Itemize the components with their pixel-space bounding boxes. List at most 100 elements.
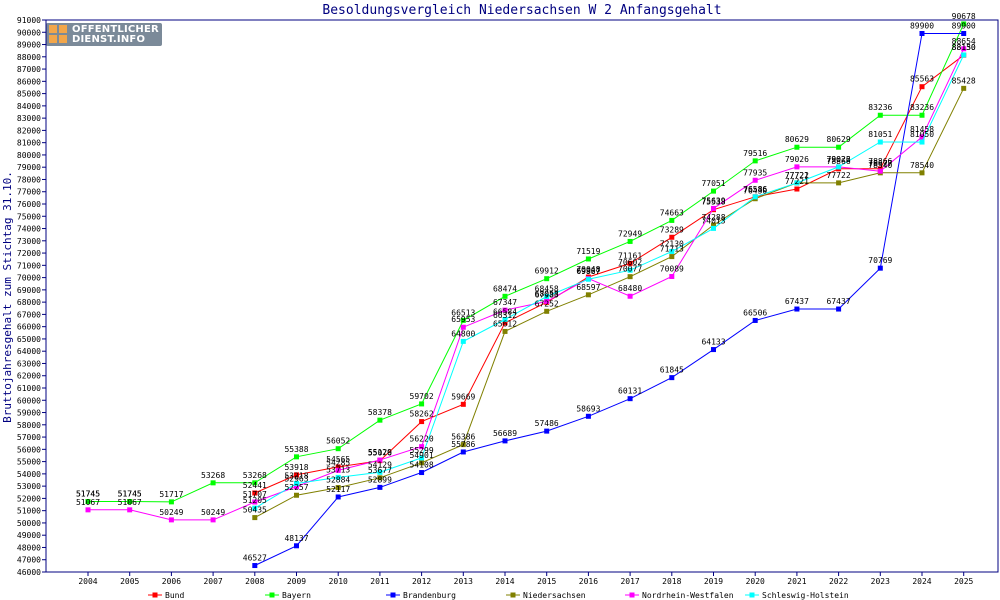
logo-line-1: OFFENTLICHER <box>72 23 159 35</box>
data-point <box>836 144 842 150</box>
series-niedersachsen <box>252 85 967 521</box>
data-label: 52884 <box>326 476 350 485</box>
data-label: 66506 <box>743 308 767 317</box>
data-point <box>919 134 925 140</box>
data-label: 74013 <box>701 216 725 225</box>
data-label: 52441 <box>243 481 267 490</box>
data-label: 74663 <box>660 208 684 217</box>
data-label: 79516 <box>743 149 767 158</box>
data-label: 78866 <box>868 157 892 166</box>
data-label: 79026 <box>827 155 851 164</box>
data-label: 90678 <box>952 12 976 21</box>
y-tick-label: 59000 <box>17 409 41 418</box>
data-label: 70089 <box>660 265 684 274</box>
data-label: 80629 <box>785 135 809 144</box>
y-tick-label: 62000 <box>17 372 41 381</box>
data-label: 58693 <box>576 404 600 413</box>
data-point <box>961 85 967 91</box>
y-tick-label: 50000 <box>17 519 41 528</box>
data-label: 81051 <box>868 130 892 139</box>
y-tick-label: 87000 <box>17 65 41 74</box>
data-point <box>711 188 716 194</box>
data-label: 50249 <box>159 508 183 517</box>
data-point <box>919 139 925 145</box>
data-label: 69912 <box>535 267 559 276</box>
data-point <box>669 254 675 260</box>
y-tick-label: 81000 <box>17 139 41 148</box>
y-tick-label: 54000 <box>17 470 41 479</box>
legend-marker <box>390 592 396 598</box>
data-label: 85428 <box>952 76 976 85</box>
data-label: 58378 <box>368 408 392 417</box>
data-label: 56052 <box>326 437 350 446</box>
data-label: 67437 <box>785 297 809 306</box>
data-point <box>419 460 425 466</box>
data-label: 56689 <box>493 429 517 438</box>
y-tick-label: 83000 <box>17 114 41 123</box>
y-tick-label: 71000 <box>17 261 41 270</box>
data-label: 68058 <box>535 289 559 298</box>
series-line <box>88 48 965 521</box>
data-point <box>294 484 299 490</box>
data-label: 61845 <box>660 366 684 375</box>
data-label: 70602 <box>618 258 642 267</box>
y-tick-label: 90000 <box>17 28 41 37</box>
data-label: 46527 <box>243 554 267 563</box>
data-label: 66513 <box>451 308 475 317</box>
data-point <box>627 396 633 402</box>
y-tick-label: 85000 <box>17 90 41 99</box>
legend-item: Bayern <box>265 591 311 600</box>
y-tick-label: 86000 <box>17 77 41 86</box>
data-label: 77935 <box>743 168 767 177</box>
data-point <box>460 449 466 455</box>
data-point <box>877 112 883 118</box>
data-point <box>669 217 675 223</box>
data-point <box>794 180 800 186</box>
plot-frame <box>45 19 999 573</box>
x-tick-label: 2018 <box>662 577 681 586</box>
data-label: 54129 <box>368 460 392 469</box>
data-point <box>877 168 883 174</box>
data-point <box>419 470 425 476</box>
legend-marker <box>152 592 158 598</box>
data-label: 80629 <box>827 135 851 144</box>
data-point <box>460 442 466 448</box>
data-point <box>502 307 508 313</box>
data-label: 71519 <box>576 247 600 256</box>
data-label: 67437 <box>827 297 851 306</box>
y-tick-label: 91000 <box>17 16 41 25</box>
y-tick-label: 69000 <box>17 286 41 295</box>
data-label: 75538 <box>701 198 725 207</box>
site-logo: OFFENTLICHER DIENST.INFO <box>46 23 162 46</box>
data-point <box>752 317 758 323</box>
y-tick-label: 84000 <box>17 102 41 111</box>
x-tick-label: 2019 <box>704 577 723 586</box>
x-tick-label: 2014 <box>495 577 514 586</box>
data-label: 78866 <box>827 157 851 166</box>
data-label: 72130 <box>660 239 684 248</box>
data-point <box>961 52 967 58</box>
data-point <box>210 480 216 486</box>
data-point <box>460 324 466 330</box>
data-point <box>294 492 299 498</box>
data-point <box>711 225 716 231</box>
data-label: 53713 <box>326 465 350 474</box>
data-label: 51717 <box>159 490 183 499</box>
x-tick-label: 2016 <box>579 577 598 586</box>
data-point <box>794 186 800 192</box>
y-tick-label: 57000 <box>17 433 41 442</box>
data-point <box>502 438 508 444</box>
data-label: 77221 <box>785 177 809 186</box>
data-point <box>85 507 91 513</box>
data-label: 54565 <box>326 455 350 464</box>
data-point <box>585 256 591 262</box>
legend-marker <box>510 592 516 598</box>
data-label: 51205 <box>243 496 267 505</box>
data-label: 57486 <box>535 419 559 428</box>
data-point <box>585 292 591 298</box>
data-point <box>794 164 800 170</box>
x-tick-label: 2010 <box>329 577 348 586</box>
data-label: 83236 <box>868 103 892 112</box>
data-point <box>335 464 341 470</box>
